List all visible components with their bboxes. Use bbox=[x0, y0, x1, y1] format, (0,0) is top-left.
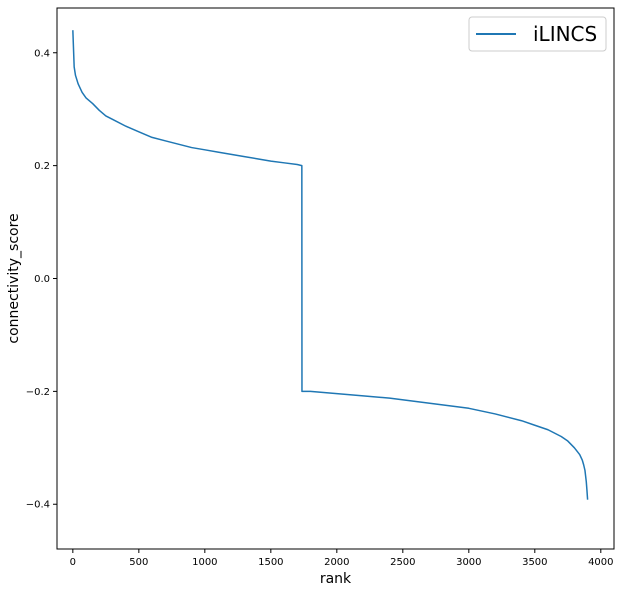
y-axis-label: connectivity_score bbox=[6, 213, 22, 343]
axes-frame bbox=[56, 7, 615, 550]
legend-box bbox=[468, 16, 607, 52]
x-tick-label: 1500 bbox=[258, 557, 283, 568]
series-line-0 bbox=[72, 30, 589, 500]
x-tick-label: 2500 bbox=[390, 557, 415, 568]
y-tick-label: 0.2 bbox=[34, 161, 50, 172]
y-tick-label: 0.0 bbox=[34, 274, 50, 285]
y-tick-label: −0.2 bbox=[26, 387, 50, 398]
x-axis: 0 500 1000 1500 2000 2500 3000 3500 4000 bbox=[70, 549, 614, 568]
plot-area bbox=[72, 30, 589, 500]
x-tick-label: 1000 bbox=[192, 557, 217, 568]
y-axis: −0.4 −0.2 0.0 0.2 0.4 bbox=[26, 48, 57, 511]
legend: iLINCS bbox=[468, 16, 607, 52]
x-tick-label: 2000 bbox=[324, 557, 349, 568]
x-axis-label: rank bbox=[320, 571, 352, 587]
y-tick-label: −0.4 bbox=[26, 500, 50, 511]
x-tick-label: 3000 bbox=[456, 557, 481, 568]
legend-label: iLINCS bbox=[533, 22, 597, 46]
x-tick-label: 3500 bbox=[522, 557, 547, 568]
x-tick-label: 0 bbox=[70, 557, 76, 568]
x-tick-label: 4000 bbox=[588, 557, 613, 568]
x-tick-label: 500 bbox=[129, 557, 148, 568]
y-tick-label: 0.4 bbox=[34, 48, 50, 59]
